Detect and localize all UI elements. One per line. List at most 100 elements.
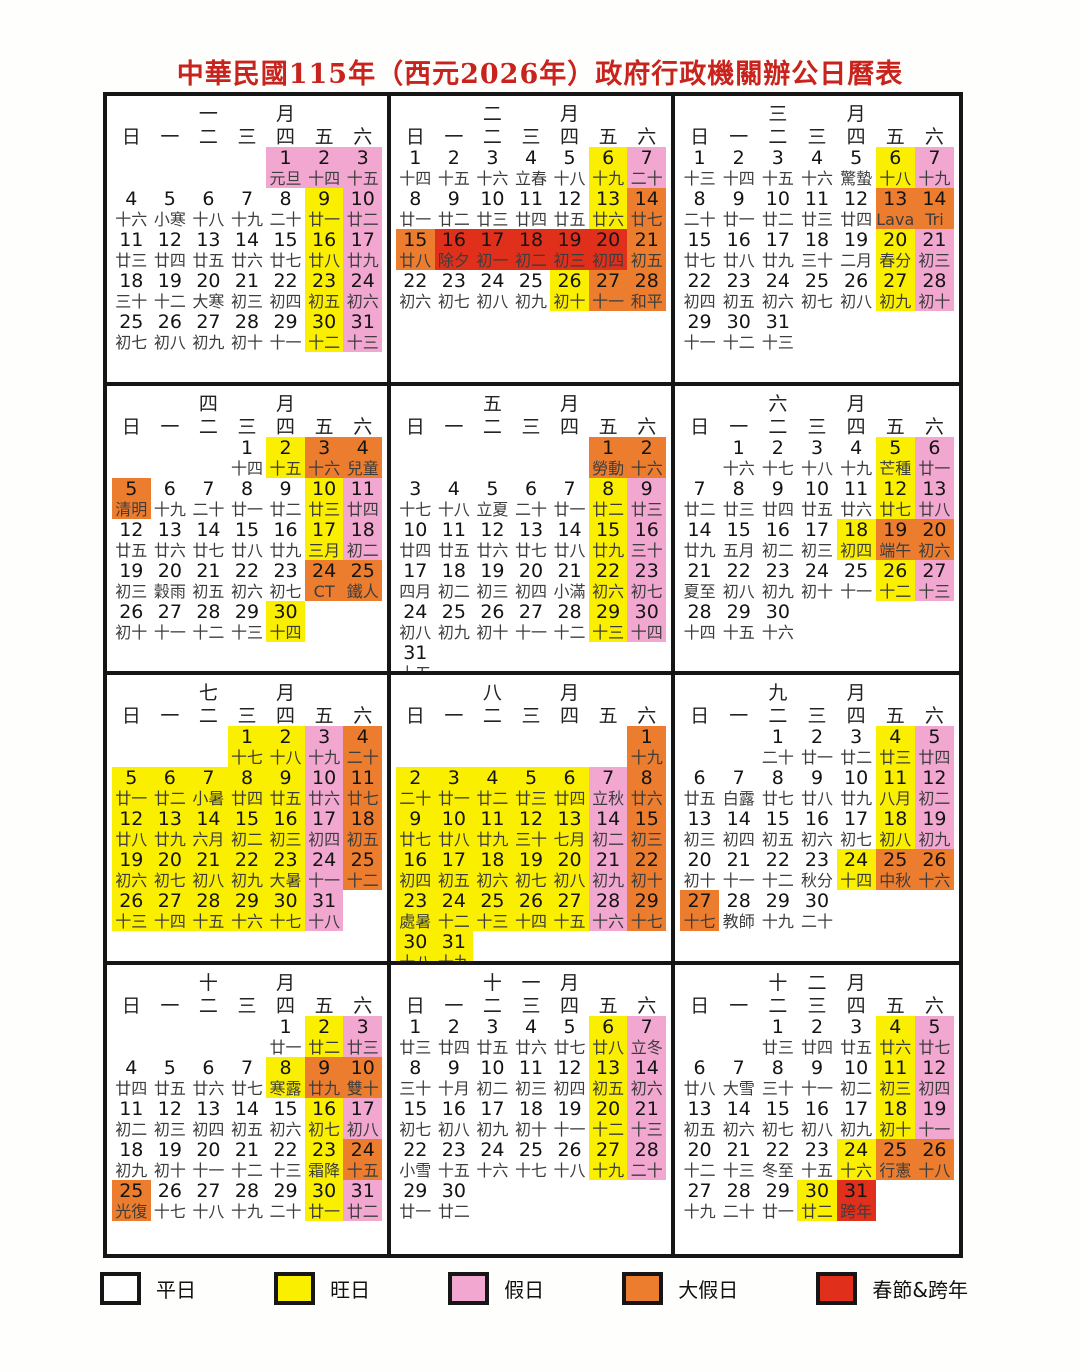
day-number: 2: [409, 767, 422, 789]
day-cell: 20 春分: [875, 229, 915, 270]
month-title-char: 月: [276, 682, 296, 704]
day-number: 16: [765, 518, 790, 541]
day-cell: 12 廿四: [150, 229, 190, 270]
day-cell: 21 初五: [627, 229, 666, 270]
day-number: 3: [356, 147, 369, 169]
day-number: 28: [634, 270, 659, 292]
day-number: 16: [441, 1097, 466, 1120]
day-cell: 30 廿一: [304, 1179, 344, 1221]
day-lunar-label: 光復: [115, 1201, 148, 1221]
day-number: 24: [844, 1138, 869, 1161]
week-row: 5 廿一 6 廿二 7 小暑 8 廿四 9 廿五 10 廿六 11 廿七: [112, 767, 382, 808]
day-cell: 13 初四: [189, 1097, 228, 1139]
day-cell: 2 十七: [758, 436, 798, 478]
weekday-header-row: 日一二三四五六: [112, 412, 382, 438]
day-number: 29: [403, 1179, 428, 1202]
day-lunar-label: 初五: [683, 1119, 716, 1139]
day-lunar-label: 大暑: [269, 871, 302, 890]
day-number: 25: [844, 559, 869, 582]
day-cell: 4 十九: [836, 436, 876, 478]
day-lunar-label: 十七: [514, 1160, 547, 1180]
day-lunar-label: 初七: [437, 292, 470, 311]
day-number: 19: [844, 229, 869, 251]
day-number: 20: [196, 270, 221, 292]
week-row: 19 初三 20 穀雨 21 初五 22 初六 23 初七 24 CT 25 鐵人: [112, 559, 382, 601]
day-cell: 11 廿三: [797, 188, 837, 229]
day-number: 24: [480, 270, 505, 292]
day-cell: 27 十一: [588, 270, 628, 311]
day-cell: 5 廿三: [511, 767, 551, 808]
day-number: 11: [441, 518, 466, 541]
month-title: 一月: [112, 99, 382, 125]
month-title-char: 十: [482, 971, 502, 994]
day-cell: 19 初六: [112, 849, 151, 890]
day-cell: 22 初六: [588, 559, 628, 601]
day-lunar-label: Lava: [876, 210, 915, 229]
day-lunar-label: 驚蟄: [840, 169, 873, 188]
day-cell: 10 廿二: [758, 188, 798, 229]
day-cell: 9 廿二: [266, 477, 305, 519]
day-number: 20: [557, 849, 582, 871]
month-4: 四月日一二三四五六 1 十四 2 十五 3 十六 4 兒童 5 清明 6 十九 7 二十 8 廿一 9 廿二 10 廿三…: [107, 385, 391, 675]
day-number: 26: [480, 600, 505, 623]
day-number: 22: [765, 849, 790, 871]
day-lunar-label: 三十: [761, 1078, 794, 1098]
day-number: 7: [240, 1056, 254, 1079]
day-lunar-label: 白露: [722, 789, 755, 808]
legend-label: 大假日: [678, 1278, 739, 1302]
day-cell: 22 十二: [758, 849, 798, 890]
weekday-header: 四: [846, 705, 866, 727]
day-lunar-label: 初三: [918, 251, 951, 270]
day-cell: 6 廿五: [680, 767, 720, 808]
day-cell: 3 十五: [343, 147, 382, 188]
week-row: 29 廿一 30 廿二: [396, 1179, 666, 1221]
day-cell: 24 初八: [473, 270, 512, 311]
day-cell: 11 廿七: [343, 767, 382, 808]
month-title-char: 六: [768, 392, 788, 415]
day-number: 12: [119, 518, 144, 541]
day-number: 9: [732, 188, 745, 210]
day-cell: 20 十二: [680, 1138, 720, 1180]
weekday-header: 五: [885, 705, 905, 727]
day-cell: 3 廿一: [434, 767, 474, 808]
day-cell: 11 初三: [875, 1056, 915, 1098]
day-lunar-label: 七月: [553, 830, 586, 849]
day-lunar-label: 十九: [308, 748, 341, 767]
day-cell: 25 十七: [511, 1138, 551, 1180]
day-cell: 24 十五: [343, 1138, 382, 1180]
day-lunar-label: 小雪: [399, 1160, 432, 1180]
day-lunar-label: 十五: [192, 912, 225, 931]
month-title: 五月: [396, 389, 666, 415]
day-lunar-label: 廿八: [308, 251, 341, 270]
day-lunar-label: 廿一: [269, 1037, 302, 1057]
weekday-header: 五: [885, 415, 905, 438]
day-number: 16: [634, 518, 659, 541]
day-number: 10: [844, 1056, 869, 1079]
day-cell: 10 廿三: [304, 477, 344, 519]
weekday-header: 四: [276, 415, 296, 438]
weekday-header: 五: [314, 705, 334, 727]
day-cell: 8 二十: [266, 188, 305, 229]
day-number: 3: [486, 1015, 499, 1038]
day-lunar-label: 六月: [192, 830, 225, 849]
weekday-header: 四: [560, 705, 580, 727]
day-lunar-label: 初四: [840, 540, 873, 560]
weekday-header: 日: [405, 415, 425, 438]
day-lunar-label: 廿六: [592, 210, 625, 229]
day-cell: 13 廿五: [189, 229, 228, 270]
day-lunar-label: 十二: [683, 1160, 716, 1180]
day-cell: 10 廿五: [797, 477, 837, 519]
day-number: 22: [687, 270, 712, 292]
day-number: 6: [202, 188, 215, 210]
day-lunar-label: 廿四: [153, 251, 186, 270]
day-lunar-label: 廿三: [761, 1037, 794, 1057]
weekday-header-row: 日一二三四五六: [396, 122, 666, 148]
day-cell: 16 三十: [627, 518, 666, 560]
day-number: 27: [922, 559, 947, 582]
day-cell: 29 十七: [627, 890, 666, 931]
day-number: 20: [196, 1138, 221, 1161]
day-lunar-label: 廿一: [399, 210, 432, 229]
day-number: 5: [850, 147, 863, 169]
day-cell: 25 初九: [434, 600, 474, 642]
day-lunar-label: 初十: [115, 622, 148, 642]
